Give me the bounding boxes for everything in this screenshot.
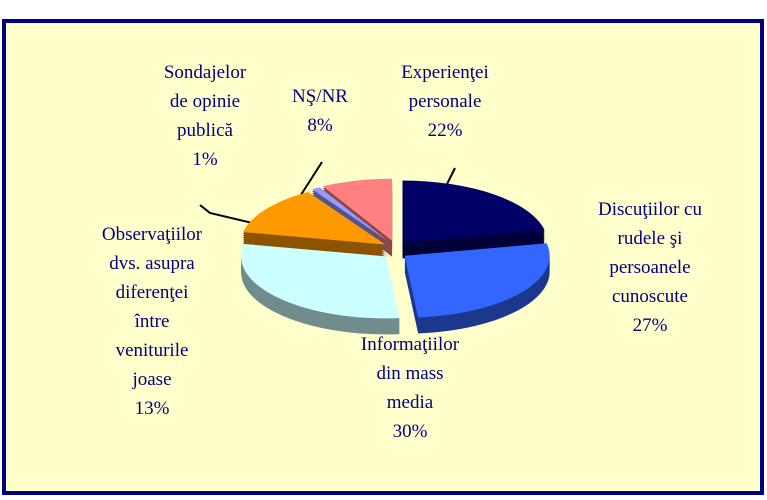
- label-line: publică: [177, 120, 233, 141]
- slice-side: [311, 191, 389, 246]
- slice-side: [311, 189, 389, 244]
- slice: [402, 180, 545, 243]
- slice-label: Informaţiilor din mass media: [361, 334, 460, 413]
- label-line: diferenţei: [116, 282, 189, 303]
- label-line: între: [134, 311, 170, 332]
- label-line: cunoscute: [612, 286, 688, 307]
- label-line: Observaţiilor: [102, 224, 203, 245]
- label-line: veniturile: [116, 340, 189, 361]
- label-line: media: [387, 392, 434, 413]
- value-label: 13%: [135, 398, 170, 419]
- slice: [404, 243, 550, 318]
- slice: [243, 191, 386, 245]
- slice-label: Sondajelor de opinie publică: [164, 62, 247, 141]
- slice-label: Observaţiilor dvs. asupra diferenţei între v…: [102, 224, 203, 390]
- label-line: dvs. asupra: [109, 253, 195, 274]
- label-line: de opinie: [170, 91, 240, 112]
- label-line: NŞ/NR: [292, 86, 348, 107]
- label-line: Sondajelor: [164, 62, 247, 83]
- label-line: rudele şi: [618, 228, 683, 249]
- label-line: persoanele: [609, 257, 690, 278]
- slice: [322, 178, 393, 241]
- slice-label: NŞ/NR: [292, 86, 348, 107]
- value-label: 8%: [307, 115, 333, 136]
- value-label: 27%: [633, 315, 668, 336]
- label-line: din mass: [376, 363, 443, 384]
- label-line: Discuţiilor cu: [598, 199, 702, 220]
- value-label: 22%: [428, 120, 463, 141]
- slice-label: Discuţiilor cu rudele şi persoanele cunoscu…: [598, 199, 702, 307]
- label-line: joase: [131, 369, 171, 390]
- value-label: 1%: [192, 149, 218, 170]
- label-line: Informaţiilor: [361, 334, 460, 355]
- slice-label: Experienţei personale: [401, 62, 489, 112]
- slice: [311, 187, 389, 242]
- label-line: Experienţei: [401, 62, 489, 83]
- leader-line: [199, 204, 266, 227]
- label-line: personale: [409, 91, 482, 112]
- slice: [241, 243, 400, 319]
- value-label: 30%: [393, 421, 428, 442]
